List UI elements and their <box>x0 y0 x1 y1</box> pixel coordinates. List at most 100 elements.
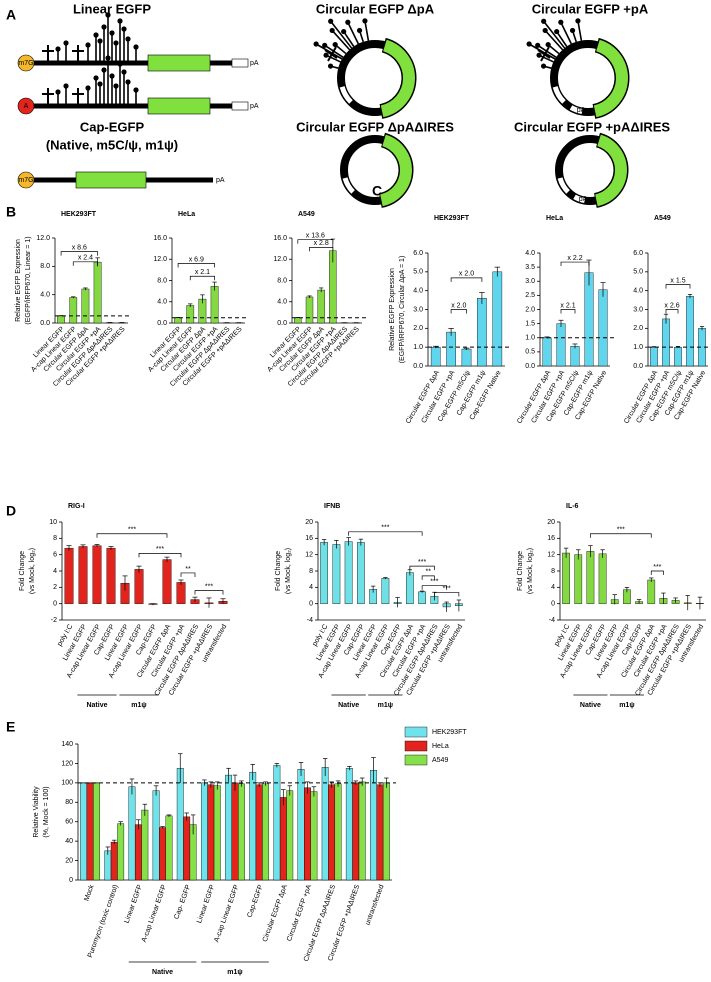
y-tick-label: 4 <box>309 584 313 591</box>
chart-title: A549 <box>654 215 671 222</box>
x-tick-label: A-cap Linear EGFP <box>213 884 240 944</box>
group-label: m1ψ <box>227 969 242 976</box>
bar <box>78 546 88 604</box>
modification-head <box>55 46 61 52</box>
modification-stick <box>330 20 353 49</box>
bar <box>334 783 342 881</box>
bar <box>477 298 487 367</box>
egfp-orf <box>75 171 147 189</box>
bar <box>598 553 607 604</box>
cap <box>17 171 35 189</box>
comparison-bracket <box>189 275 215 281</box>
pa-segment <box>573 194 586 203</box>
comparison-label: *** <box>156 546 164 553</box>
bar <box>418 591 427 604</box>
egfp-orf <box>593 39 628 118</box>
bar <box>231 782 239 881</box>
y-tick-label: 2.0 <box>525 306 535 313</box>
comparison-bracket <box>590 533 652 538</box>
modification-stick <box>556 31 568 47</box>
modification-stick <box>364 20 370 41</box>
y-tick-label: 3.0 <box>525 278 535 285</box>
comparison-bracket <box>409 565 435 571</box>
y-tick-label: 40 <box>65 838 73 845</box>
y-tick-label: 5.0 <box>633 269 643 276</box>
modification-head <box>93 75 99 81</box>
egfp-orf <box>379 134 412 207</box>
bar <box>165 815 173 881</box>
bar <box>328 784 336 881</box>
bar <box>344 541 353 604</box>
modification-stick <box>528 43 556 60</box>
bar <box>345 768 353 881</box>
modification-head <box>332 41 338 48</box>
diagram-title: Circular EGFP ΔpAΔIRES <box>296 119 454 134</box>
y-tick-label: 12 <box>547 552 555 559</box>
modification-head <box>125 36 131 42</box>
egfp-orf <box>147 97 211 115</box>
modification-head <box>554 28 560 35</box>
utr-box <box>231 58 249 68</box>
modification-head <box>109 73 115 79</box>
modification-stick <box>577 20 583 41</box>
y-tick-label: 1.5 <box>525 320 535 327</box>
y-tick-label: 60 <box>65 819 73 826</box>
x-tick-label: Linear EGFP <box>196 884 217 925</box>
panel-label: A <box>6 7 16 23</box>
rna-backbone <box>33 60 233 66</box>
modification-head <box>113 83 119 89</box>
comparison-label: *** <box>617 527 625 534</box>
modification-head <box>121 69 127 75</box>
y-tick-label: 0 <box>69 877 73 884</box>
comparison-label: x 1.5 <box>670 277 685 284</box>
modification-head <box>323 52 329 58</box>
comparison-label: x 2.0 <box>459 271 474 278</box>
y-axis-label: Fold Change <box>275 551 282 591</box>
y-axis-label: (EGFP/iRFP670, Circular ΔpA = 1) <box>399 256 406 364</box>
y-tick-label: 140 <box>61 741 73 748</box>
bar <box>152 790 160 881</box>
modification-stick <box>544 29 564 51</box>
bar <box>92 545 102 604</box>
modification-head <box>113 40 119 46</box>
y-tick-label: 8 <box>309 568 313 575</box>
modification-head <box>540 63 547 69</box>
comparison-label: x 2.2 <box>567 255 582 262</box>
modification-head <box>575 18 581 24</box>
comparison-bracket <box>421 575 435 580</box>
modification-head <box>362 18 368 24</box>
modification-head <box>63 40 69 46</box>
bar <box>686 296 694 367</box>
comparison-label: *** <box>418 559 426 566</box>
group-label: m1ψ <box>131 702 146 709</box>
bar <box>332 544 341 604</box>
bar <box>492 271 503 367</box>
group-label: m1ψ <box>378 702 393 709</box>
y-axis-label: (vs Mock, log₂) <box>29 548 36 594</box>
bar <box>134 569 144 604</box>
bar <box>238 783 245 881</box>
y-axis-label: (vs Mock, log₂) <box>285 548 292 594</box>
pa-label: pA <box>579 196 588 203</box>
comparison-label: ** <box>185 566 191 573</box>
modification-head <box>313 41 319 47</box>
comparison-label: x 8.6 <box>72 244 87 251</box>
modification-head <box>117 18 123 24</box>
bar <box>213 785 221 881</box>
legend-label: HeLa <box>432 743 449 750</box>
y-tick-label: 0.0 <box>40 320 50 327</box>
chart-title: IL-6 <box>566 503 579 510</box>
bar <box>262 783 270 881</box>
panel-label: C <box>372 183 382 199</box>
modification-head <box>356 27 363 34</box>
comparison-label: *** <box>381 525 389 532</box>
modification-stick <box>325 54 341 63</box>
bar <box>279 797 287 881</box>
chart-title: RIG-I <box>68 503 85 510</box>
bar <box>650 346 658 367</box>
y-tick-label: 0.0 <box>157 320 167 327</box>
bar <box>382 782 390 881</box>
modification-head <box>97 38 103 44</box>
cap <box>17 54 35 72</box>
rna-backbone <box>33 103 233 109</box>
